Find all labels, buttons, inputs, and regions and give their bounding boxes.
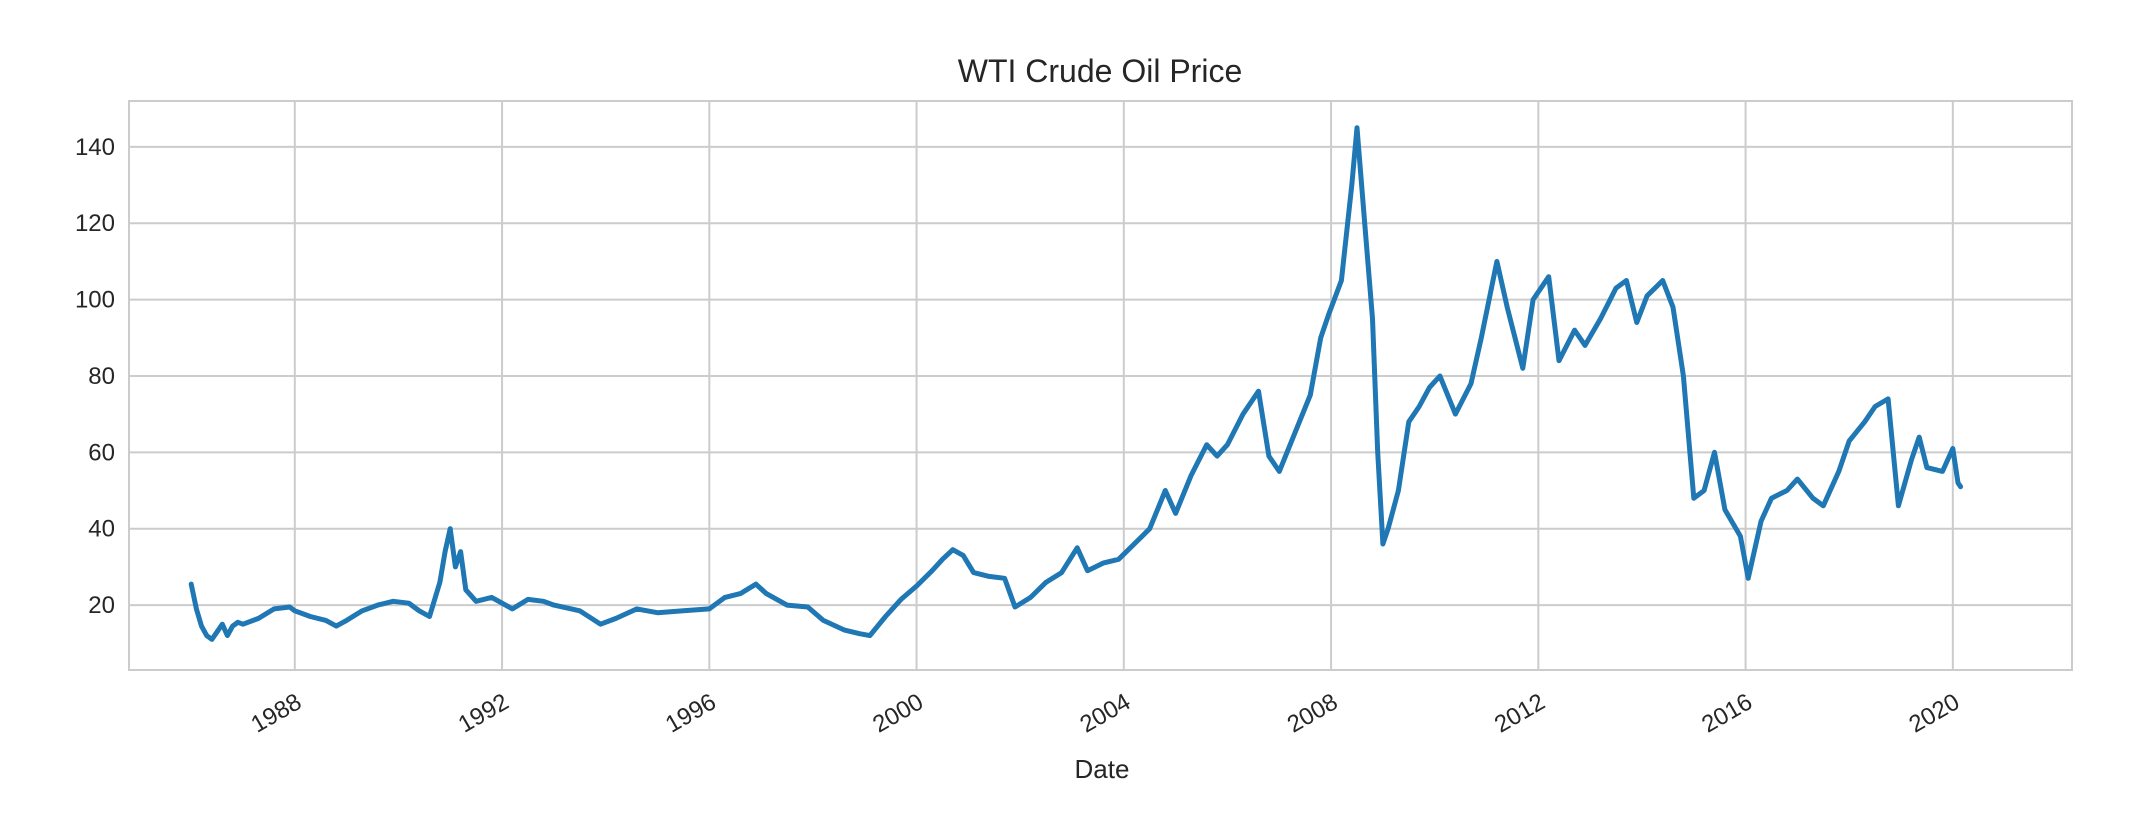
plot-frame — [128, 100, 2073, 671]
grid-layer — [129, 101, 2072, 670]
x-axis-label: Date — [1075, 754, 1130, 784]
y-tick-label: 80 — [88, 363, 115, 390]
y-tick-label: 140 — [75, 134, 115, 161]
chart-title: WTI Crude Oil Price — [958, 53, 1242, 89]
series-line — [188, 125, 1964, 642]
y-tick-label: 100 — [75, 287, 115, 314]
y-tick-label: 120 — [75, 210, 115, 237]
y-tick-label: 40 — [88, 516, 115, 543]
y-tick-label: 20 — [88, 592, 115, 619]
y-tick-labels: 20 40 60 80 100 120 140 — [75, 134, 115, 619]
series-layer — [188, 125, 1964, 642]
y-tick-label: 60 — [88, 439, 115, 466]
